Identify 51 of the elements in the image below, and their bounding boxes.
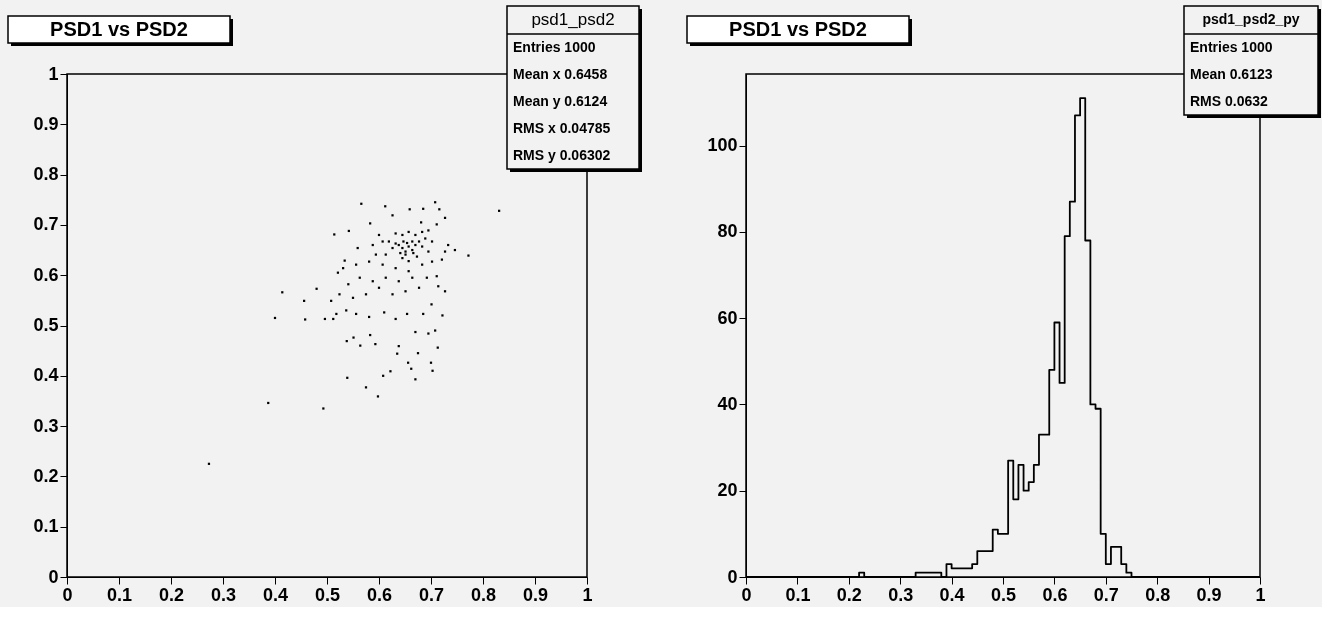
x-tick-label: 0.7 [1093, 584, 1119, 605]
x-tick-label: 0.6 [1042, 584, 1068, 605]
y-tick-label: 80 [717, 221, 738, 242]
x-tick-label: 0.2 [158, 584, 185, 605]
annotation: Mean 0.6123 [1190, 65, 1273, 82]
y-tick-label: 0.6 [33, 264, 59, 285]
x-tick-label: 0.4 [939, 584, 965, 605]
x-tick-label: 0.1 [785, 584, 811, 605]
y-tick-label: 0.2 [33, 465, 59, 486]
y-tick-label: 100 [707, 135, 738, 156]
x-tick-label: 0.9 [1196, 584, 1222, 605]
y-tick-label: 0.1 [33, 516, 59, 537]
y-tick-label: 0.9 [33, 113, 59, 134]
annotation: Mean x 0.6458 [513, 65, 608, 82]
annotation: Mean y 0.6124 [513, 92, 608, 109]
annotation: RMS x 0.04785 [513, 119, 611, 136]
x-tick-label: 1 [582, 584, 593, 605]
x-tick-label: 0.9 [522, 584, 549, 605]
x-tick-label: 0.3 [210, 584, 237, 605]
x-tick-label: 0.8 [470, 584, 497, 605]
text: psd1_psd2 [531, 10, 615, 29]
y-tick-label: 1 [48, 63, 59, 84]
text: psd1_psd2_py [1202, 11, 1300, 27]
y-tick-label: 0.5 [33, 315, 59, 335]
x-tick-label: 0.8 [1145, 584, 1171, 605]
y-tick-label: 0.8 [33, 164, 59, 185]
annotation: RMS 0.0632 [1190, 92, 1269, 109]
x-tick-label: 0.2 [836, 584, 862, 605]
text: Entries 1000 [1190, 38, 1273, 55]
x-tick-label: 0.4 [262, 584, 289, 605]
x-tick-label: 0.7 [418, 584, 445, 605]
y-tick-label: 60 [717, 307, 738, 328]
x-tick-label: 0.1 [106, 584, 133, 605]
x-tick-label: 0.6 [366, 584, 393, 605]
x-tick-label: 0 [741, 584, 752, 605]
x-tick-label: 0.5 [314, 584, 341, 605]
x-tick-label: 0.5 [990, 584, 1017, 605]
y-tick-label: 0.3 [33, 415, 59, 436]
y-tick-label: 0.4 [33, 365, 59, 386]
chart-title: PSD1 vs PSD2 [729, 18, 867, 40]
y-tick-label: 40 [717, 393, 738, 414]
y-tick-label: 0 [48, 566, 59, 587]
x-tick-label: 1 [1255, 584, 1266, 605]
text: Entries 1000 [513, 38, 596, 55]
y-tick-label: 0.7 [33, 214, 59, 235]
chart-title: PSD1 vs PSD2 [50, 18, 188, 40]
y-tick-label: 20 [717, 480, 738, 501]
x-tick-label: 0.3 [888, 584, 914, 605]
y-tick-label: 0 [727, 566, 738, 587]
x-tick-label: 0 [62, 584, 73, 605]
annotation: RMS y 0.06302 [513, 146, 611, 163]
